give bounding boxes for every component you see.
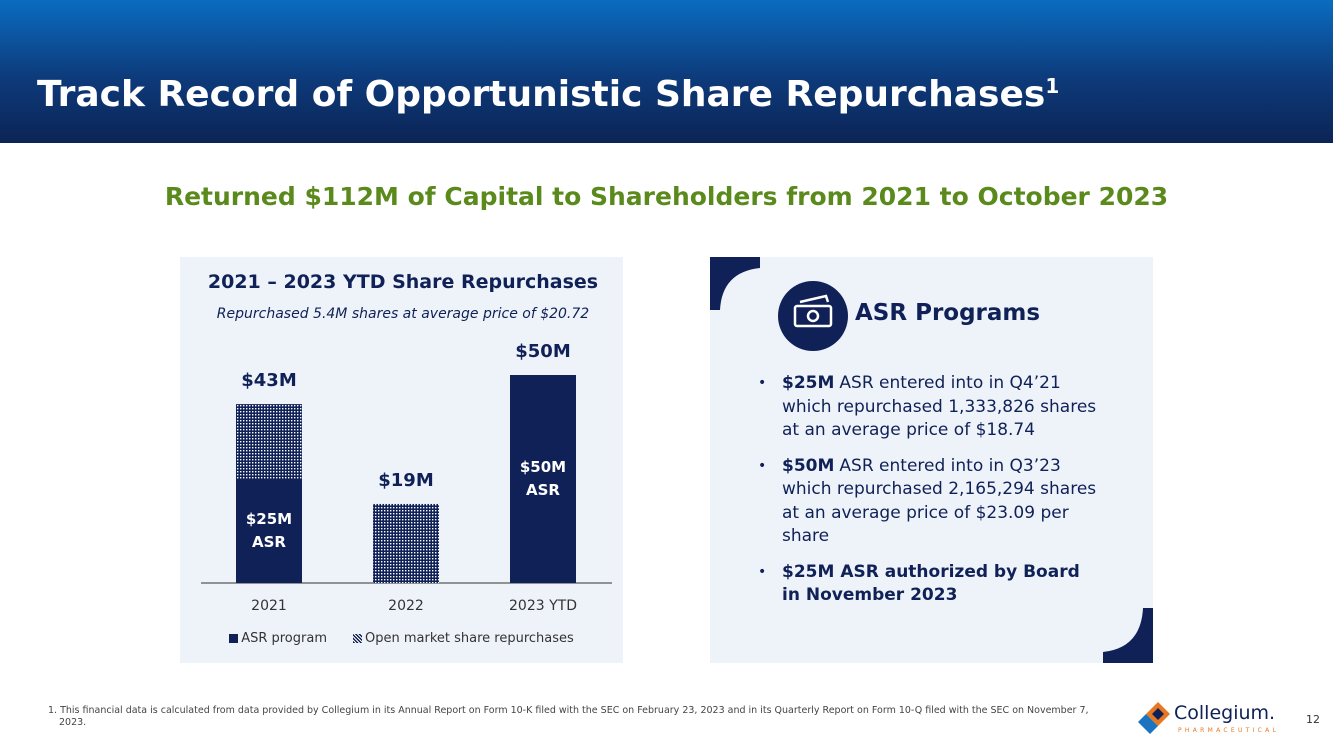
total-label: $19M (378, 469, 434, 491)
legend-item: Open market share repurchases (353, 631, 574, 646)
bullet-text: $25M ASR entered into in Q4’21 which repu… (782, 372, 1103, 443)
bullet: • $25M ASR entered into in Q4’21 which rep… (758, 372, 1103, 443)
footnote: 1. This financial data is calculated fro… (48, 705, 1089, 728)
bullet-dot: • (758, 375, 767, 391)
chart-subtitle: Repurchased 5.4M shares at average price… (216, 306, 590, 322)
bar-segment (510, 375, 576, 583)
bullet-text: $50M ASR entered into in Q3’23 which repu… (782, 455, 1103, 549)
bullet-dot: • (758, 563, 767, 580)
corner-decoration (710, 257, 760, 310)
x-tick-label: 2023 YTD (509, 598, 577, 614)
slide-title: Track Record of Opportunistic Share Repu… (37, 74, 1059, 115)
logo-name: Collegium. (1174, 702, 1276, 724)
bullet-bold: $50M (782, 455, 835, 476)
segment-label: $50M ASR (519, 458, 567, 499)
panel-title: ASR Programs (855, 300, 1041, 326)
bullet-list: • $25M ASR entered into in Q4’21 which rep… (758, 372, 1103, 620)
title-text: Track Record of Opportunistic Share Repu… (37, 74, 1046, 115)
page-number: 12 (1306, 713, 1320, 726)
total-label: $43M (241, 370, 297, 392)
segment-label: $25M ASR (245, 510, 293, 551)
bar-segment (373, 503, 439, 583)
icon (778, 281, 848, 351)
headline: Returned $112M of Capital to Shareholder… (164, 182, 1169, 211)
bullet: • $25M ASR authorized by Board in Novembe… (758, 561, 1103, 608)
x-tick-label: 2022 (388, 598, 424, 614)
bullet-text: $25M ASR authorized by Board in November… (782, 561, 1103, 608)
legend-item: ASR program (229, 631, 327, 646)
bullet-bold: $25M ASR authorized by Board in November… (782, 561, 1080, 606)
logo-tagline: PHARMACEUTICAL (1178, 727, 1280, 734)
logo-mark (1138, 702, 1170, 734)
bullet-body: ASR entered into in Q4’21 which repurcha… (782, 373, 1097, 440)
legend-swatch (229, 634, 239, 643)
bar-segment (236, 404, 302, 479)
legend-label: Open market share repurchases (365, 631, 574, 646)
bullet-body: ASR entered into in Q3’23 which repurcha… (782, 455, 1097, 547)
legend-label: ASR program (241, 631, 327, 646)
chart-title: 2021 – 2023 YTD Share Repurchases (207, 271, 599, 293)
header-band (0, 0, 1333, 143)
corner-decoration (1103, 608, 1153, 663)
bullet: • $50M ASR entered into in Q3’23 which rep… (758, 455, 1103, 549)
bullet-dot: • (758, 457, 767, 474)
bullet-bold: $25M (782, 373, 835, 393)
total-label: $50M (515, 341, 571, 362)
legend: ASR program Open market share repurchases (180, 631, 623, 646)
bar-segment (236, 479, 302, 583)
legend-swatch (353, 634, 362, 643)
footnote-marker: 1 (1045, 74, 1060, 98)
x-tick-label: 2021 (251, 598, 287, 614)
